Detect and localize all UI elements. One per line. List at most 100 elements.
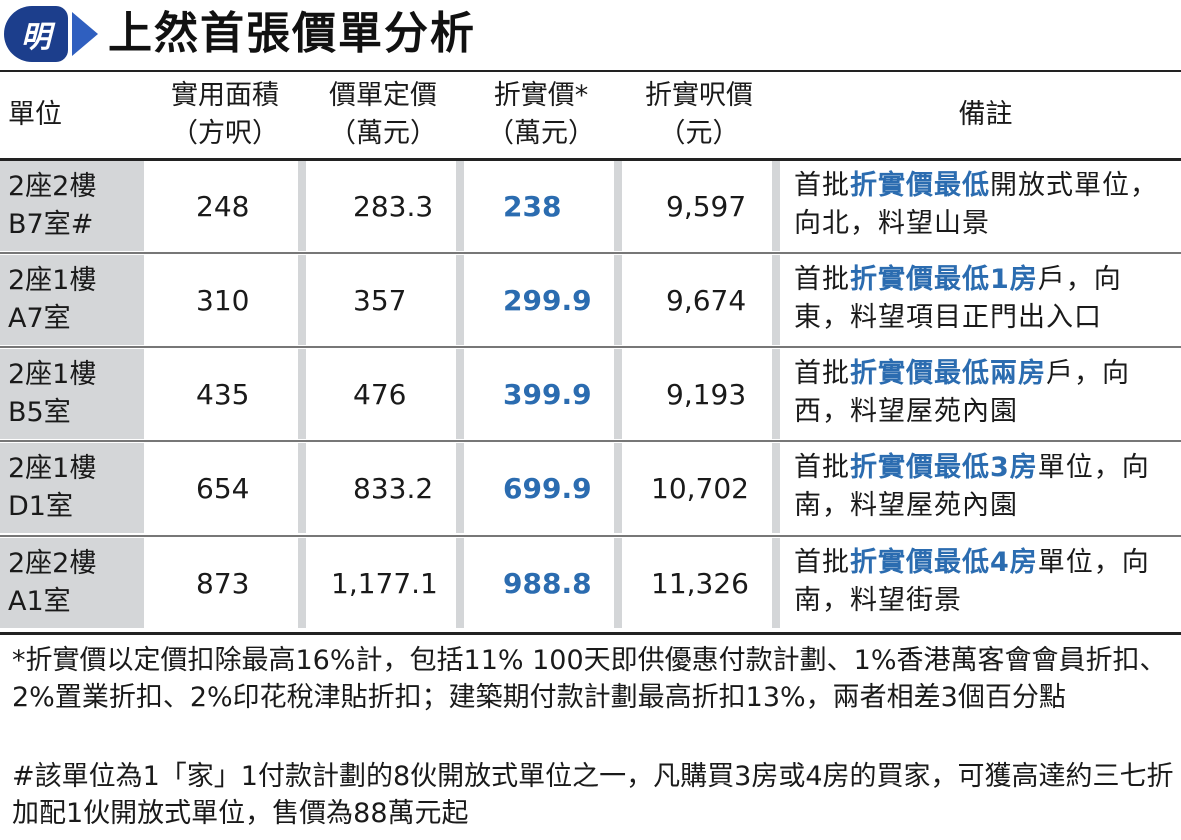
area-value: 654 xyxy=(196,471,250,505)
column-divider xyxy=(614,255,622,345)
logo: 明 xyxy=(4,6,68,62)
unit-room: A1室 xyxy=(8,586,71,617)
psf-value: 11,326 xyxy=(651,566,749,600)
area-value: 310 xyxy=(196,283,250,317)
table-row: 2座1樓 B5室 435 476 399.9 9,193 首批折實價最低兩房戶，… xyxy=(0,349,1181,439)
divider xyxy=(0,70,1181,72)
column-divider xyxy=(298,255,306,345)
table-header: 單位 實用面積 （方呎） 價單定價 （萬元） 折實價* （萬元） 折實呎價 （元… xyxy=(0,72,1181,158)
column-header-label: 價單定價 xyxy=(329,80,437,111)
column-divider xyxy=(456,255,464,345)
discount-price-value: 238 xyxy=(503,189,562,223)
discount-price-value: 299.9 xyxy=(503,283,592,317)
unit-room: B5室 xyxy=(8,397,71,428)
unit-cell: 2座1樓 A7室 xyxy=(0,255,144,345)
remark-highlight: 折實價最低1房 xyxy=(850,264,1038,295)
unit-label: 2座2樓 xyxy=(8,171,97,202)
psf-value: 9,674 xyxy=(666,283,747,317)
column-header-label: 折實價* xyxy=(493,80,589,111)
area-value: 248 xyxy=(196,189,250,223)
column-divider xyxy=(456,161,464,251)
column-divider xyxy=(456,538,464,628)
divider xyxy=(0,252,1181,254)
psf-value: 10,702 xyxy=(651,471,749,505)
discount-price-value: 699.9 xyxy=(503,471,592,505)
remark-text: 首批折實價最低4房單位，向南，料望街景 xyxy=(794,544,1174,620)
column-header-label: 備註 xyxy=(958,99,1013,130)
unit-label: 2座1樓 xyxy=(8,265,97,296)
column-divider xyxy=(298,161,306,251)
unit-cell: 2座2樓 A1室 xyxy=(0,538,144,628)
column-divider xyxy=(614,538,622,628)
column-header-unit-label: （方呎） xyxy=(171,118,279,149)
column-header-discount-price: 折實價* （萬元） xyxy=(474,72,608,158)
psf-value: 9,193 xyxy=(666,377,747,411)
unit-cell: 2座1樓 B5室 xyxy=(0,349,144,439)
divider xyxy=(0,440,1181,442)
column-divider xyxy=(614,349,622,439)
list-price-value: 833.2 xyxy=(353,471,434,505)
unit-label: 2座1樓 xyxy=(8,453,97,484)
discount-price-value: 399.9 xyxy=(503,377,592,411)
psf-value: 9,597 xyxy=(666,189,747,223)
footnote-hash: #該單位為1「家」1付款計劃的8伙開放式單位之一，凡購買3房或4房的買家，可獲高… xyxy=(12,761,1174,829)
remark-highlight: 折實價最低兩房 xyxy=(850,358,1046,389)
remark-text: 首批折實價最低1房戶，向東，料望項目正門出入口 xyxy=(794,261,1174,337)
remark-prefix: 首批 xyxy=(794,358,850,389)
column-divider xyxy=(456,443,464,533)
table-row: 2座2樓 B7室# 248 283.3 238 9,597 首批折實價最低開放式… xyxy=(0,161,1181,251)
column-header-unit-label: （元） xyxy=(658,118,740,149)
column-divider xyxy=(298,443,306,533)
column-header-unit-label: （萬元） xyxy=(487,118,595,149)
table-row: 2座2樓 A1室 873 1,177.1 988.8 11,326 首批折實價最… xyxy=(0,538,1181,628)
remark-suffix: 戶，向東，料望項目正門出入口 xyxy=(794,264,1122,333)
divider xyxy=(0,535,1181,537)
column-header-psf: 折實呎價 （元） xyxy=(632,72,766,158)
column-divider xyxy=(772,538,780,628)
table-row: 2座1樓 A7室 310 357 299.9 9,674 首批折實價最低1房戶，… xyxy=(0,255,1181,345)
column-header-remarks: 備註 xyxy=(790,72,1181,158)
logo-text: 明 xyxy=(21,20,51,55)
unit-room: A7室 xyxy=(8,303,71,334)
footnote-asterisk: *折實價以定價扣除最高16%計，包括11% 100天即供優惠付款計劃、1%香港萬… xyxy=(12,645,1167,713)
remark-suffix: 單位，向南，料望屋苑內園 xyxy=(794,452,1150,521)
table-row: 2座1樓 D1室 654 833.2 699.9 10,702 首批折實價最低3… xyxy=(0,443,1181,533)
column-divider xyxy=(298,349,306,439)
remark-highlight: 折實價最低4房 xyxy=(850,547,1038,578)
column-divider xyxy=(614,161,622,251)
page-header: 明 上然首張價單分析 xyxy=(0,0,1181,72)
divider xyxy=(0,632,1181,635)
page-title: 上然首張價單分析 xyxy=(108,8,476,59)
column-divider xyxy=(456,349,464,439)
remark-text: 首批折實價最低兩房戶，向西，料望屋苑內園 xyxy=(794,355,1174,431)
column-divider xyxy=(298,538,306,628)
column-divider xyxy=(772,161,780,251)
remark-suffix: 戶，向西，料望屋苑內園 xyxy=(794,358,1130,427)
remark-prefix: 首批 xyxy=(794,170,850,201)
column-header-area: 實用面積 （方呎） xyxy=(158,72,292,158)
remark-text: 首批折實價最低開放式單位，向北，料望山景 xyxy=(794,167,1174,243)
remark-suffix: 開放式單位，向北，料望山景 xyxy=(794,170,1158,239)
unit-label: 2座2樓 xyxy=(8,548,97,579)
unit-room: D1室 xyxy=(8,491,73,522)
remark-prefix: 首批 xyxy=(794,547,850,578)
remark-highlight: 折實價最低3房 xyxy=(850,452,1038,483)
list-price-value: 357 xyxy=(353,283,407,317)
remark-text: 首批折實價最低3房單位，向南，料望屋苑內園 xyxy=(794,449,1174,525)
area-value: 435 xyxy=(196,377,250,411)
divider xyxy=(0,346,1181,348)
column-divider xyxy=(772,443,780,533)
column-header-label: 折實呎價 xyxy=(645,80,753,111)
column-divider xyxy=(614,443,622,533)
remark-prefix: 首批 xyxy=(794,452,850,483)
list-price-value: 1,177.1 xyxy=(331,566,438,600)
remark-prefix: 首批 xyxy=(794,264,850,295)
list-price-value: 283.3 xyxy=(353,189,434,223)
column-divider xyxy=(772,349,780,439)
column-header-list-price: 價單定價 （萬元） xyxy=(316,72,450,158)
column-header-unit-label: （萬元） xyxy=(329,118,437,149)
column-header-unit: 單位 xyxy=(8,72,62,158)
remark-suffix: 單位，向南，料望街景 xyxy=(794,547,1150,616)
unit-label: 2座1樓 xyxy=(8,359,97,390)
column-divider xyxy=(772,255,780,345)
